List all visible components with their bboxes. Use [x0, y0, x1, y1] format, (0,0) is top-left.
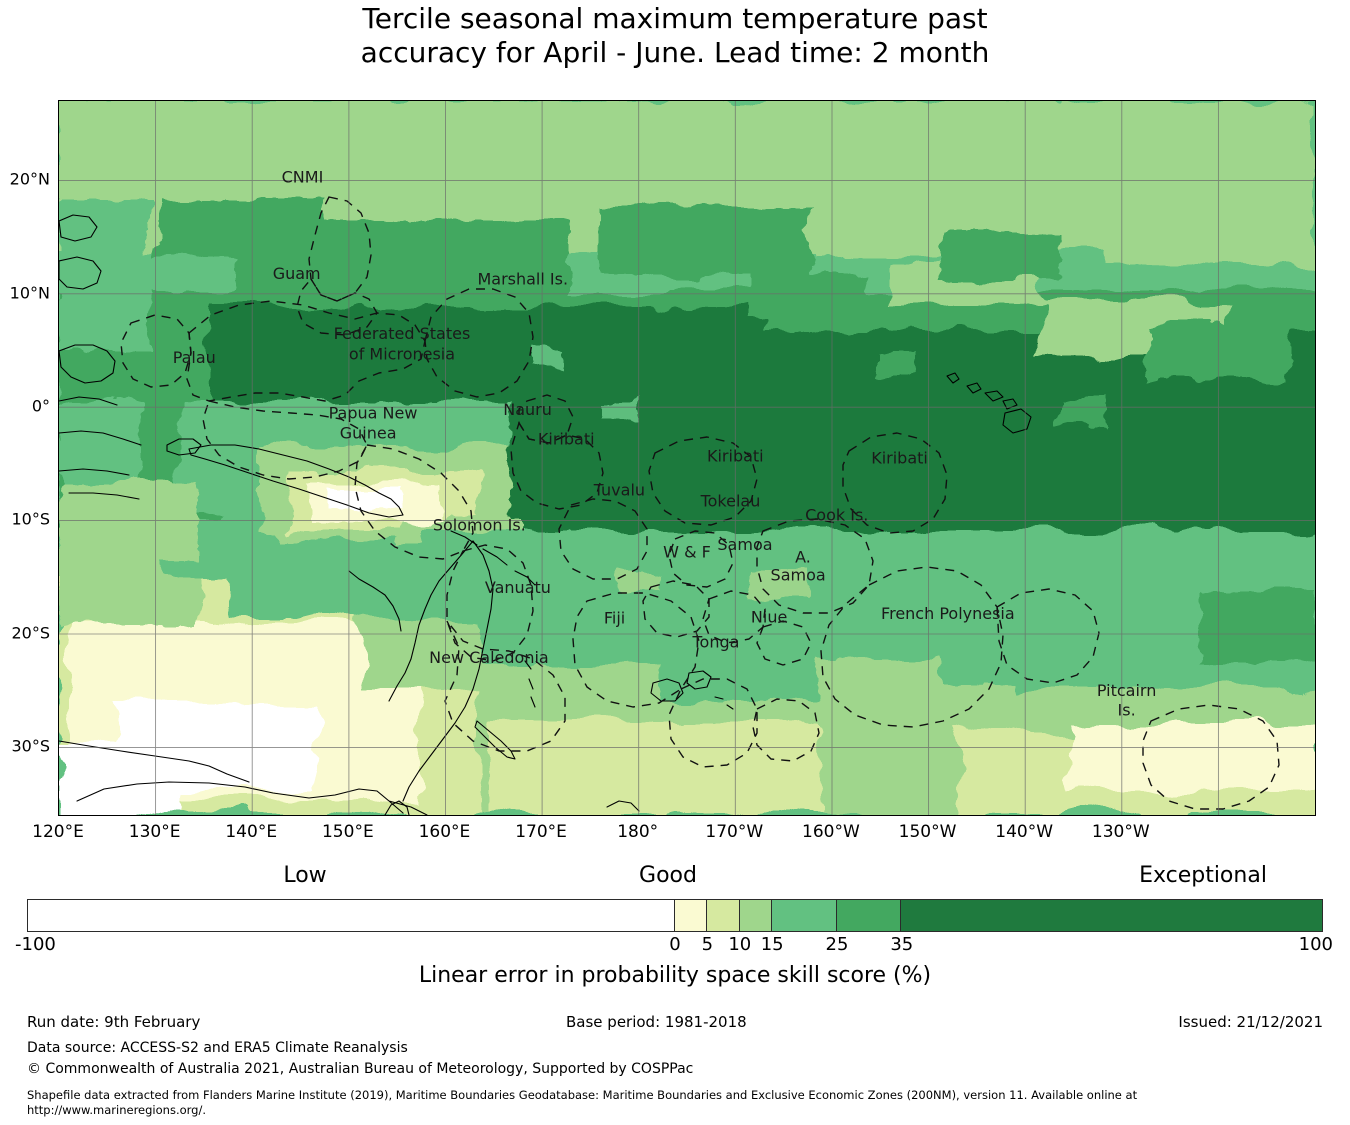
shapefile-credit-line-2: http://www.marineregions.org/.	[27, 1103, 206, 1117]
y-tick-20S: 20°S	[11, 623, 50, 643]
quality-label-good: Good	[639, 863, 697, 888]
map-plot-area: CNMI Guam Palau Marshall Is. Federated State…	[58, 100, 1316, 816]
skill-score-heatmap: CNMI Guam Palau Marshall Is. Federated State…	[58, 100, 1316, 816]
map-label-kiribati: Kiribati	[871, 449, 928, 468]
data-source: Data source: ACCESS-S2 and ERA5 Climate …	[27, 1040, 408, 1056]
map-label-nauru: Nauru	[503, 400, 552, 419]
colorbar-tick-labels: -100 0 5 10 15 25 35 100	[0, 934, 1350, 958]
map-label-a-: A.	[795, 547, 811, 566]
x-tick-2: 140°E	[225, 822, 278, 842]
map-label-w-f: W & F	[663, 543, 711, 562]
y-axis-tick-labels: 20°N 10°N 0° 10°S 20°S 30°S	[0, 100, 50, 816]
map-label-kiribati: Kiribati	[538, 429, 595, 448]
colorbar-tick-35: 35	[890, 934, 914, 955]
colorbar-segment-1	[675, 900, 708, 931]
colorbar-segment-3	[739, 900, 773, 931]
x-tick-9: 150°W	[898, 822, 957, 842]
map-label-papua-new: Papua New	[329, 403, 418, 422]
base-period: Base period: 1981-2018	[566, 1013, 747, 1031]
map-label-cnmi: CNMI	[282, 168, 324, 187]
title-line-1: Tercile seasonal maximum temperature pas…	[362, 2, 988, 35]
colorbar-segment-2	[707, 900, 740, 931]
map-label-of-micronesia: of Micronesia	[349, 344, 455, 363]
page-title: Tercile seasonal maximum temperature pas…	[0, 2, 1350, 70]
run-date: Run date: 9th February	[27, 1013, 201, 1031]
coastlines	[59, 214, 1032, 815]
x-tick-11: 130°W	[1091, 822, 1150, 842]
colorbar-segment-6	[901, 900, 1322, 931]
colorbar-tick-5: 5	[701, 934, 714, 955]
colorbar-segment-4	[772, 900, 837, 931]
y-tick-20N: 20°N	[9, 169, 50, 189]
map-label-is-: Is.	[1118, 700, 1136, 719]
x-tick-1: 130°E	[128, 822, 181, 842]
colorbar-tick-0: 0	[669, 934, 681, 955]
map-label-samoa: Samoa	[717, 535, 772, 554]
map-label-samoa: Samoa	[771, 565, 826, 584]
map-label-pitcairn: Pitcairn	[1097, 681, 1157, 700]
shapefile-credit-line-1: Shapefile data extracted from Flanders M…	[27, 1088, 1138, 1102]
map-label-federated-states: Federated States	[334, 324, 471, 343]
map-label-french-polynesia: French Polynesia	[881, 604, 1015, 623]
map-label-guam: Guam	[273, 264, 321, 283]
colorbar-tick-25: 25	[825, 934, 849, 955]
colorbar	[27, 899, 1323, 932]
copyright: © Commonwealth of Australia 2021, Austra…	[27, 1061, 694, 1077]
y-tick-0: 0°	[31, 396, 50, 416]
x-tick-5: 170°E	[515, 822, 567, 842]
y-tick-10S: 10°S	[11, 509, 50, 529]
colorbar-tick-10: 10	[728, 934, 752, 955]
x-tick-3: 150°E	[321, 822, 374, 842]
map-label-guinea: Guinea	[340, 424, 397, 443]
map-label-tuvalu: Tuvalu	[593, 480, 645, 499]
y-tick-10N: 10°N	[9, 283, 50, 303]
y-tick-30S: 30°S	[11, 736, 50, 756]
x-tick-7: 170°W	[705, 822, 764, 842]
issued-date: Issued: 21/12/2021	[1178, 1013, 1323, 1031]
map-label-cook-is-: Cook Is.	[805, 505, 868, 524]
quality-label-exceptional: Exceptional	[1139, 863, 1267, 888]
map-label-solomon-is-: Solomon Is.	[433, 516, 526, 535]
x-tick-0: 120°E	[32, 822, 84, 842]
x-tick-6: 180°	[617, 822, 659, 842]
map-label-kiribati: Kiribati	[707, 446, 764, 465]
colorbar-tick--100: -100	[15, 934, 56, 955]
x-tick-10: 140°W	[995, 822, 1054, 842]
map-label-new-caledonia: New Caledonia	[429, 648, 549, 667]
map-label-niue: Niue	[751, 607, 787, 626]
colorbar-tick-15: 15	[760, 934, 784, 955]
map-label-palau: Palau	[173, 348, 216, 367]
map-label-fiji: Fiji	[604, 608, 625, 627]
title-line-2: accuracy for April - June. Lead time: 2 …	[360, 36, 990, 69]
x-tick-8: 160°W	[802, 822, 860, 842]
quality-label-low: Low	[283, 863, 327, 888]
graticule	[59, 101, 1315, 815]
colorbar-segment-0	[28, 900, 675, 931]
colorbar-caption: Linear error in probability space skill …	[418, 963, 932, 988]
eez-boundaries	[120, 196, 1280, 810]
colorbar-segment-5	[836, 900, 902, 931]
colorbar-tick-100: 100	[1298, 934, 1333, 955]
x-axis-tick-labels: 120°E 130°E 140°E 150°E 160°E 170°E 180° 170°W 1…	[0, 822, 1350, 846]
map-svg: CNMI Guam Palau Marshall Is. Federated State…	[59, 101, 1315, 815]
colorbar-quality-labels: Low Good Exceptional	[0, 863, 1350, 891]
map-label-vanuatu: Vanuatu	[485, 578, 551, 597]
map-label-tonga: Tonga	[692, 632, 740, 651]
footer-meta-row: Run date: 9th February Base period: 1981…	[0, 1013, 1350, 1039]
map-label-marshall-is-: Marshall Is.	[477, 270, 568, 289]
x-tick-4: 160°E	[418, 822, 471, 842]
map-region-labels: CNMI Guam Palau Marshall Is. Federated State…	[173, 168, 1157, 720]
map-label-tokelau: Tokelau	[700, 492, 761, 511]
